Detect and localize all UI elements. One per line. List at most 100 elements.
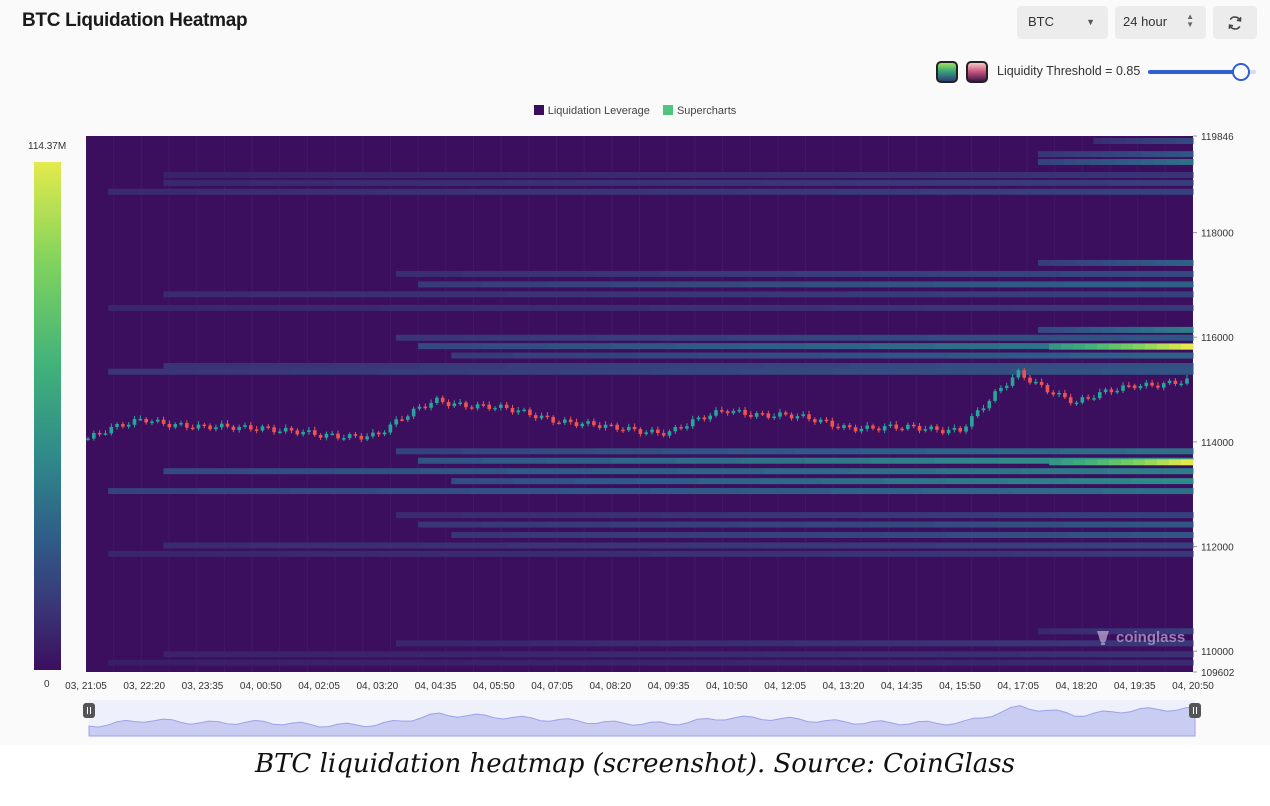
- liquidation-band: [420, 468, 508, 475]
- liquidation-band: [945, 532, 1009, 539]
- liquidation-band: [1012, 188, 1104, 195]
- x-tick-label: 04, 19:35: [1114, 681, 1156, 692]
- candle-body: [702, 417, 707, 420]
- colorscale-pink-swatch[interactable]: [966, 61, 988, 83]
- candle-body: [725, 411, 730, 414]
- liquidation-band: [935, 363, 1022, 370]
- liquidation-band: [1176, 138, 1186, 145]
- candle-body: [452, 403, 457, 407]
- liquidation-band: [849, 291, 937, 298]
- threshold-slider-knob[interactable]: [1231, 63, 1250, 81]
- candle-body: [411, 408, 416, 417]
- liquidation-band: [418, 521, 484, 528]
- liquidation-band: [870, 521, 936, 528]
- heatmap-chart: 119846 118000 116000 114000 112000 110000 1096…: [65, 132, 1235, 737]
- liquidation-band: [1038, 326, 1052, 333]
- legend-label: Liquidation Leverage: [547, 105, 650, 117]
- threshold-slider[interactable]: [1148, 63, 1256, 81]
- colorbar: [34, 162, 61, 670]
- liquidation-band: [760, 478, 823, 485]
- liquidation-band: [469, 659, 561, 666]
- liquidation-band: [1007, 478, 1070, 485]
- liquidation-band: [764, 172, 851, 179]
- liquidation-band: [740, 188, 832, 195]
- liquidation-band: [108, 188, 200, 195]
- liquidation-band: [1180, 628, 1194, 635]
- candle-body: [353, 434, 358, 436]
- candle-body: [1039, 381, 1044, 385]
- liquidation-band: [1093, 138, 1103, 145]
- liquidation-band: [482, 521, 548, 528]
- liquidation-band: [420, 179, 508, 186]
- liquidation-band: [1134, 138, 1144, 145]
- liquidation-band: [335, 172, 422, 179]
- candle-body: [935, 426, 939, 430]
- liquidation-band: [1167, 628, 1181, 635]
- liquidation-band: [993, 640, 1061, 647]
- liquidation-band: [1076, 158, 1091, 165]
- liquidation-band: [1167, 151, 1181, 158]
- x-tick-label: 04, 17:05: [997, 681, 1039, 692]
- symbol-select[interactable]: BTC ▼: [1017, 6, 1108, 39]
- candle-body: [685, 426, 689, 429]
- liquidation-band: [1151, 138, 1161, 145]
- figure-caption: BTC liquidation heatmap (screenshot). So…: [254, 749, 1015, 779]
- liquidation-band: [592, 172, 679, 179]
- colorscale-green-swatch[interactable]: [936, 61, 958, 83]
- x-tick-label: 03, 21:05: [65, 681, 107, 692]
- coinglass-logo: [1097, 631, 1109, 645]
- candle-body: [394, 419, 398, 425]
- liquidation-band: [1063, 281, 1129, 288]
- liquidation-band: [945, 352, 1009, 359]
- liquidation-band: [469, 304, 561, 311]
- candle-body: [493, 407, 497, 410]
- liquidation-band: [595, 512, 663, 519]
- liquidation-band: [764, 542, 851, 549]
- page-title: BTC Liquidation Heatmap: [22, 10, 248, 31]
- liquidation-band: [1141, 326, 1155, 333]
- candle-body: [1097, 392, 1102, 399]
- liquidation-band: [678, 291, 765, 298]
- candle-body: [97, 432, 102, 435]
- liquidation-band: [163, 468, 250, 475]
- liquidation-band: [1049, 459, 1062, 466]
- candle-body: [1045, 384, 1050, 393]
- candle-body: [749, 414, 753, 417]
- legend-item-liquidation-leverage[interactable]: Liquidation Leverage: [533, 105, 650, 117]
- candle-body: [975, 410, 980, 417]
- candle-body: [882, 426, 887, 431]
- liquidation-band: [999, 457, 1065, 464]
- liquidation-band: [1007, 532, 1070, 539]
- navigator-handle-right[interactable]: [1189, 703, 1201, 718]
- liquidation-band: [1180, 326, 1194, 333]
- range-select[interactable]: 24 hour ▲ ▼: [1115, 6, 1206, 39]
- liquidation-band: [1145, 459, 1158, 466]
- liquidation-band: [935, 542, 1022, 549]
- range-select-value: 24 hour: [1123, 14, 1168, 29]
- liquidation-band: [883, 352, 947, 359]
- liquidation-band: [764, 291, 851, 298]
- candle-body: [1016, 370, 1021, 378]
- candle-body: [475, 404, 480, 409]
- refresh-button[interactable]: [1213, 6, 1257, 39]
- candle-body: [760, 413, 765, 415]
- watermark-text: coinglass: [1116, 628, 1186, 646]
- liquidation-band: [698, 532, 761, 539]
- candle-body: [720, 410, 724, 412]
- candle-body: [539, 415, 544, 419]
- candle-body: [679, 427, 683, 429]
- candle-body: [603, 424, 608, 428]
- liquidation-band: [1076, 259, 1091, 266]
- liquidation-band: [661, 448, 729, 455]
- liquidation-band: [1069, 478, 1132, 485]
- updown-chevron-icon: ▲ ▼: [1186, 12, 1194, 29]
- liquidation-band: [420, 172, 508, 179]
- navigator-handle-left[interactable]: [83, 703, 95, 718]
- candle-body: [853, 427, 858, 432]
- liquidation-band: [451, 532, 514, 539]
- candle-body: [243, 425, 247, 427]
- liquidation-band: [740, 550, 832, 557]
- liquidation-band: [636, 478, 700, 485]
- legend-item-supercharts[interactable]: Supercharts: [662, 105, 736, 117]
- liquidation-band: [698, 352, 761, 359]
